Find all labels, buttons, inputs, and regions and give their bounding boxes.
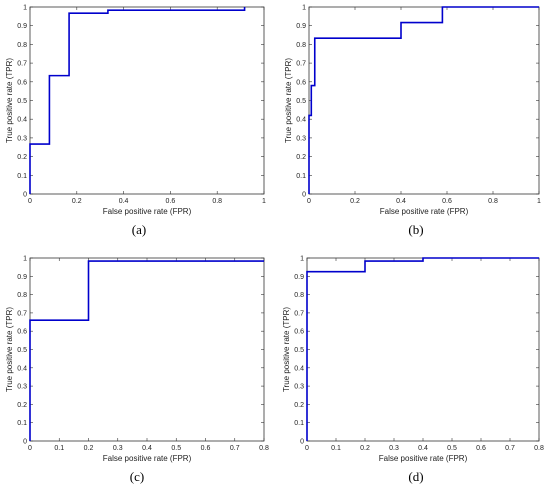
y-axis-label: True positive rate (TPR) (284, 58, 293, 143)
y-tick-label: 0.8 (17, 292, 27, 299)
y-tick-label: 0.5 (17, 98, 27, 105)
x-tick-label: 0.1 (331, 445, 341, 452)
x-tick-label: 0.4 (119, 198, 129, 205)
x-tick-label: 0.1 (54, 445, 64, 452)
y-tick-label: 0.6 (17, 79, 27, 86)
x-tick-label: 0 (28, 198, 32, 205)
x-tick-label: 0.7 (505, 445, 515, 452)
y-axis-label: True positive rate (TPR) (5, 58, 14, 143)
x-tick-label: 0.8 (488, 198, 498, 205)
y-tick-label: 0.4 (296, 117, 306, 124)
panel-caption: (d) (408, 469, 423, 484)
roc-panel-a: 0 0.2 0.4 0.6 0.8 1 0 0.1 0.2 0.3 0.4 0.5 0.6 0.7 0.8 0… (5, 5, 266, 238)
x-tick-label: 0 (28, 445, 32, 452)
plot-frame (308, 6, 540, 195)
y-tick-label: 0.6 (294, 329, 304, 336)
x-tick-label: 0.4 (142, 445, 152, 452)
y-tick-label: 0.6 (296, 79, 306, 86)
y-tick-label: 0.3 (296, 135, 306, 142)
roc-curve-line (29, 260, 264, 441)
x-axis-label: False positive rate (FPR) (103, 454, 192, 463)
y-tick-label: 0.3 (17, 384, 27, 391)
y-tick-label: 0.2 (17, 154, 27, 161)
x-tick-label: 0.8 (534, 445, 544, 452)
y-tick-label: 1 (302, 5, 306, 12)
x-tick-label: 1 (537, 198, 541, 205)
roc-panel-d: 0 0.1 0.2 0.3 0.4 0.5 0.6 0.7 0.8 0 0.1 0.2 0.3 0.4 0.… (282, 256, 544, 485)
y-tick-label: 0.2 (17, 402, 27, 409)
y-tick-label: 0.8 (17, 42, 27, 49)
y-tick-label: 0.9 (17, 23, 27, 30)
plot-frame (306, 257, 540, 442)
plot-frame (29, 6, 265, 195)
x-tick-label: 0.5 (447, 445, 457, 452)
panel-caption: (b) (408, 222, 423, 237)
x-tick-label: 0.2 (84, 445, 94, 452)
y-tick-label: 0 (300, 439, 304, 446)
y-tick-label: 0.9 (294, 274, 304, 281)
x-tick-label: 0.8 (259, 445, 269, 452)
x-tick-label: 0.6 (476, 445, 486, 452)
y-tick-label: 0.8 (294, 292, 304, 299)
y-tick-label: 0.5 (296, 98, 306, 105)
y-tick-label: 0.1 (294, 420, 304, 427)
y-tick-label: 0 (23, 192, 27, 199)
y-tick-label: 0.7 (294, 310, 304, 317)
y-tick-label: 0.4 (17, 117, 27, 124)
y-tick-label: 1 (23, 256, 27, 263)
x-tick-label: 0 (307, 198, 311, 205)
x-tick-label: 0.5 (171, 445, 181, 452)
y-tick-label: 0.4 (294, 365, 304, 372)
y-tick-label: 0.1 (17, 173, 27, 180)
y-tick-label: 0.2 (294, 402, 304, 409)
y-tick-label: 0.6 (17, 329, 27, 336)
x-tick-label: 0.2 (350, 198, 360, 205)
y-tick-label: 0.5 (17, 347, 27, 354)
roc-panel-b: 0 0.2 0.4 0.6 0.8 1 0 0.1 0.2 0.3 0.4 0.5 0.6 0.7 0.8 0… (284, 5, 541, 238)
x-tick-label: 0.4 (418, 445, 428, 452)
y-tick-label: 0.3 (17, 135, 27, 142)
roc-curve-line (308, 6, 539, 194)
y-tick-label: 0.7 (296, 61, 306, 68)
x-tick-label: 0.7 (230, 445, 240, 452)
y-tick-label: 0.1 (17, 420, 27, 427)
y-tick-label: 0 (302, 192, 306, 199)
y-tick-label: 0.3 (294, 384, 304, 391)
y-axis-label: True positive rate (TPR) (5, 307, 14, 392)
x-tick-label: 0.3 (113, 445, 123, 452)
x-tick-label: 1 (262, 198, 266, 205)
y-tick-label: 1 (300, 256, 304, 263)
x-tick-label: 0.2 (72, 198, 82, 205)
y-tick-label: 1 (23, 5, 27, 12)
roc-panel-c: 0 0.1 0.2 0.3 0.4 0.5 0.6 0.7 0.8 0 0.1 0.2 0.3 0.4 0.… (5, 256, 269, 485)
x-tick-label: 0.4 (396, 198, 406, 205)
y-tick-label: 0.2 (296, 154, 306, 161)
x-axis-label: False positive rate (FPR) (103, 207, 192, 216)
y-tick-label: 0.1 (296, 173, 306, 180)
x-axis-label: False positive rate (FPR) (379, 454, 468, 463)
x-tick-label: 0 (305, 445, 309, 452)
x-tick-label: 0.8 (212, 198, 222, 205)
y-tick-label: 0.5 (294, 347, 304, 354)
x-tick-label: 0.6 (166, 198, 176, 205)
x-tick-label: 0.6 (201, 445, 211, 452)
x-tick-label: 0.2 (360, 445, 370, 452)
y-tick-label: 0.8 (296, 42, 306, 49)
x-tick-label: 0.6 (442, 198, 452, 205)
panel-caption: (c) (130, 469, 144, 484)
roc-curve-line (306, 257, 539, 441)
roc-curve-line (29, 7, 246, 194)
y-tick-label: 0.7 (17, 61, 27, 68)
y-tick-label: 0.7 (17, 310, 27, 317)
panel-caption: (a) (132, 222, 146, 237)
y-axis-label: True positive rate (TPR) (282, 307, 291, 392)
y-tick-label: 0.9 (17, 274, 27, 281)
x-tick-label: 0.3 (389, 445, 399, 452)
y-tick-label: 0.9 (296, 23, 306, 30)
y-tick-label: 0.4 (17, 365, 27, 372)
plot-frame (29, 257, 265, 442)
y-tick-label: 0 (23, 439, 27, 446)
x-axis-label: False positive rate (FPR) (380, 207, 469, 216)
